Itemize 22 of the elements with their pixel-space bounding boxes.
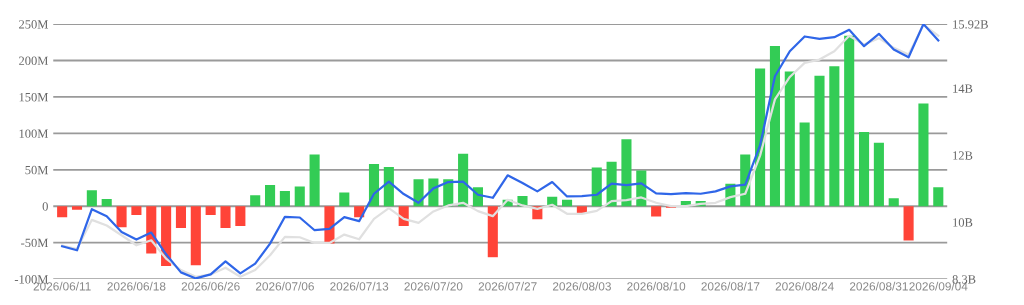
x-tick-label: 2026/08/31 — [849, 281, 908, 291]
y-tick-label: 50M — [25, 165, 49, 175]
x-tick-label: 2026/07/20 — [404, 281, 463, 291]
x-tick-label: 2026/08/03 — [552, 281, 611, 291]
y-tick-label: 0 — [42, 202, 48, 211]
x-tick-label: 2026/07/13 — [330, 281, 389, 291]
x-tick-label: 2026/07/06 — [255, 281, 314, 291]
y2-tick-label: 14B — [953, 84, 973, 93]
x-tick-label: 2026/08/17 — [701, 281, 760, 291]
y-tick-label: 150M — [19, 92, 49, 102]
y-tick-label: 100M — [19, 129, 49, 138]
y-tick-label: 250M — [19, 20, 49, 29]
y2-tick-label: 12B — [953, 151, 973, 160]
y-tick-label: 200M — [19, 56, 49, 65]
y-tick-label: -50M — [21, 238, 49, 248]
x-tick-label: 2026/06/18 — [107, 281, 166, 291]
y2-tick-label: 10B — [953, 218, 973, 227]
x-tick-label: 2026/06/26 — [181, 281, 240, 291]
x-tick-label: 2026/08/24 — [775, 281, 834, 291]
x-tick-label: 2026/08/10 — [627, 281, 686, 291]
y2-tick-label: 15.92B — [953, 20, 988, 29]
x-tick-label: 2026/07/27 — [478, 281, 537, 291]
